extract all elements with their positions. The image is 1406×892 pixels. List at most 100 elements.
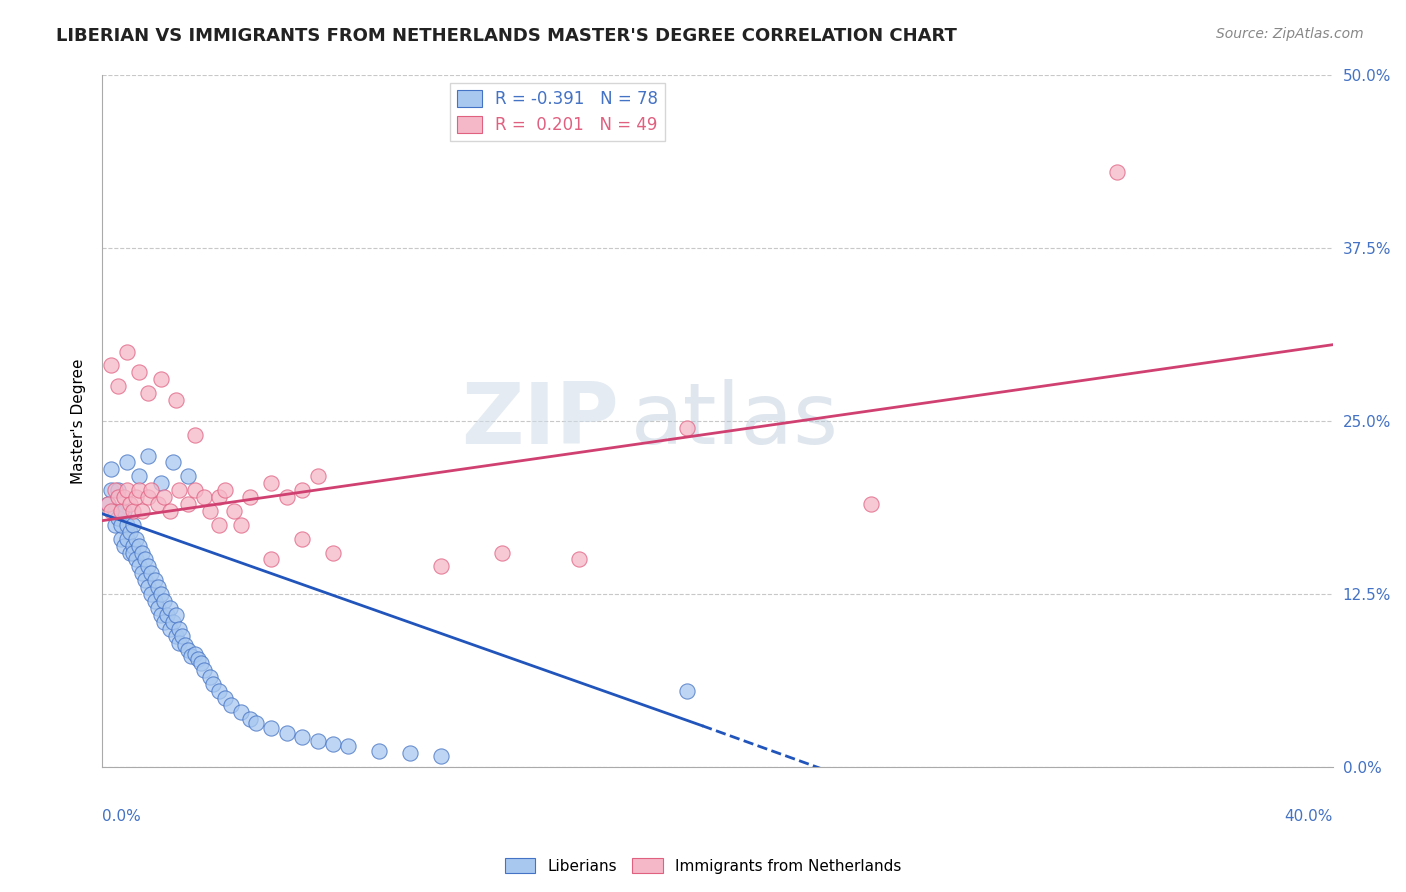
Point xyxy=(165,607,187,622)
Point xyxy=(128,469,150,483)
Point xyxy=(149,607,172,622)
Point xyxy=(122,545,145,559)
Point xyxy=(97,497,120,511)
Point xyxy=(229,517,252,532)
Point xyxy=(260,552,283,566)
Point xyxy=(208,684,231,698)
Point xyxy=(115,483,138,498)
Point xyxy=(165,629,187,643)
Point xyxy=(568,552,591,566)
Point xyxy=(107,483,129,498)
Point xyxy=(143,573,166,587)
Text: ZIP: ZIP xyxy=(461,379,619,462)
Point xyxy=(214,483,236,498)
Point xyxy=(122,517,145,532)
Text: 40.0%: 40.0% xyxy=(1285,809,1333,824)
Point xyxy=(100,483,122,498)
Point xyxy=(675,684,697,698)
Text: atlas: atlas xyxy=(631,379,839,462)
Legend: R = -0.391   N = 78, R =  0.201   N = 49: R = -0.391 N = 78, R = 0.201 N = 49 xyxy=(450,83,665,141)
Point xyxy=(125,532,148,546)
Point xyxy=(103,504,125,518)
Point xyxy=(208,517,231,532)
Point xyxy=(110,517,132,532)
Point xyxy=(177,497,200,511)
Point xyxy=(149,476,172,491)
Point xyxy=(159,504,181,518)
Point xyxy=(239,712,262,726)
Point xyxy=(224,504,246,518)
Point xyxy=(97,497,120,511)
Point xyxy=(221,698,243,712)
Point xyxy=(429,749,451,764)
Point xyxy=(260,476,283,491)
Point xyxy=(118,524,141,539)
Point xyxy=(860,497,883,511)
Point xyxy=(165,393,187,408)
Point xyxy=(152,490,174,504)
Point xyxy=(128,539,150,553)
Point xyxy=(156,607,179,622)
Point xyxy=(307,734,329,748)
Point xyxy=(201,677,224,691)
Point xyxy=(429,559,451,574)
Point xyxy=(159,622,181,636)
Point xyxy=(112,504,135,518)
Point xyxy=(1107,164,1129,178)
Point xyxy=(138,490,160,504)
Point xyxy=(115,532,138,546)
Point xyxy=(245,715,267,730)
Point xyxy=(134,573,156,587)
Point xyxy=(193,490,215,504)
Point xyxy=(180,649,202,664)
Point xyxy=(134,552,156,566)
Point xyxy=(174,638,197,652)
Point xyxy=(112,539,135,553)
Point xyxy=(125,490,148,504)
Point xyxy=(198,670,221,684)
Point xyxy=(291,730,314,744)
Point xyxy=(322,737,344,751)
Point xyxy=(100,359,122,373)
Point xyxy=(115,344,138,359)
Point xyxy=(146,497,169,511)
Point xyxy=(141,483,163,498)
Point xyxy=(198,504,221,518)
Point xyxy=(307,469,329,483)
Point xyxy=(100,504,122,518)
Point xyxy=(146,580,169,594)
Point xyxy=(322,545,344,559)
Point xyxy=(208,490,231,504)
Point xyxy=(167,635,190,649)
Point xyxy=(107,511,129,525)
Point xyxy=(138,449,160,463)
Point xyxy=(125,552,148,566)
Point xyxy=(159,601,181,615)
Point xyxy=(141,587,163,601)
Point xyxy=(107,490,129,504)
Point xyxy=(128,365,150,379)
Point xyxy=(337,739,360,754)
Point xyxy=(172,629,194,643)
Point xyxy=(190,657,212,671)
Point xyxy=(128,483,150,498)
Y-axis label: Master's Degree: Master's Degree xyxy=(72,359,86,483)
Point xyxy=(149,587,172,601)
Text: Source: ZipAtlas.com: Source: ZipAtlas.com xyxy=(1216,27,1364,41)
Point xyxy=(291,532,314,546)
Point xyxy=(291,483,314,498)
Point xyxy=(115,455,138,469)
Point xyxy=(152,615,174,629)
Point xyxy=(112,490,135,504)
Point xyxy=(177,642,200,657)
Point xyxy=(162,615,184,629)
Point xyxy=(187,652,209,666)
Legend: Liberians, Immigrants from Netherlands: Liberians, Immigrants from Netherlands xyxy=(499,852,907,880)
Point xyxy=(239,490,262,504)
Point xyxy=(110,532,132,546)
Point xyxy=(100,462,122,476)
Point xyxy=(138,386,160,401)
Point xyxy=(115,517,138,532)
Point xyxy=(122,504,145,518)
Point xyxy=(146,601,169,615)
